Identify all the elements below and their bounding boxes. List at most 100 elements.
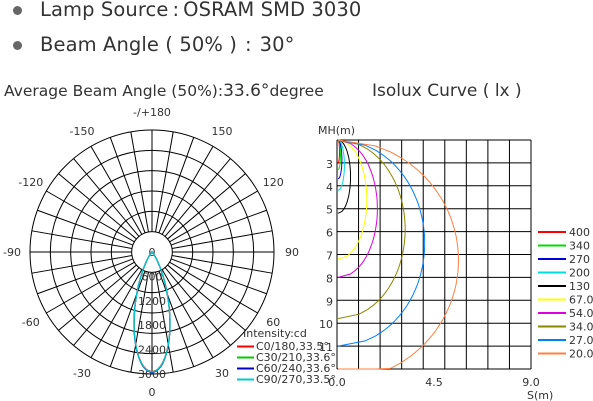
polar-angle-label: 0 [149, 386, 156, 399]
polar-grid-spoke [130, 131, 149, 233]
polar-grid-spoke [161, 269, 214, 358]
isolux-series-curve [337, 139, 406, 320]
polar-grid-spoke [170, 209, 267, 246]
polar-grid-spoke [46, 190, 135, 243]
polar-legend-label: C0/180,33.5° [256, 340, 329, 353]
isolux-y-tick-label: 10 [319, 318, 333, 331]
isolux-x-tick-label: 9.0 [522, 376, 540, 389]
polar-angle-label: 150 [212, 125, 233, 138]
polar-grid-spoke [155, 271, 174, 373]
polar-angle-label: -120 [18, 176, 43, 189]
spec-value: 30° [259, 33, 295, 56]
polar-grid-spoke [90, 269, 143, 358]
polar-angle-label: -/+180 [133, 106, 171, 119]
spec-separator: : [172, 0, 180, 21]
polar-angle-label: -90 [3, 246, 21, 259]
isolux-legend-label: 400 [569, 226, 590, 239]
spec-label: Beam Angle ( 50% ) [40, 33, 237, 56]
polar-grid-spoke [164, 267, 231, 346]
spec-separator: : [244, 33, 252, 56]
isolux-series-curve [338, 139, 460, 370]
isolux-series-curve [337, 139, 340, 164]
isolux-legend-label: 130 [569, 280, 590, 293]
polar-grid-spoke [37, 209, 134, 246]
isolux-series-curve [337, 139, 345, 191]
isolux-legend-label: 34.0 [569, 321, 593, 334]
isolux-y-tick-label: 11 [319, 341, 333, 354]
spec-beam-angle: Beam Angle ( 50% ):30° [40, 33, 295, 56]
isolux-legend-label: 54.0 [569, 307, 593, 320]
isolux-series-curve [338, 139, 426, 347]
polar-grid-spoke [155, 131, 174, 233]
polar-grid-spoke [158, 137, 195, 234]
polar-radial-tick-label: 2400 [138, 344, 166, 357]
polar-grid-spoke [109, 137, 146, 234]
isolux-legend-label: 20.0 [569, 348, 593, 361]
spec-value: OSRAM SMD 3030 [183, 0, 362, 21]
polar-legend-label: C30/210,33.6° [256, 351, 336, 364]
isolux-y-tick-label: 6 [326, 227, 333, 240]
polar-radial-tick-label: 1200 [138, 295, 166, 308]
polar-grid-spoke [109, 270, 146, 367]
isolux-chart-title: Isolux Curve ( lx ) [372, 81, 522, 101]
isolux-y-axis-label: MH(m) [318, 124, 355, 137]
isolux-x-tick-label: 0.0 [328, 376, 346, 389]
polar-title-value: 33.6° [223, 81, 270, 101]
polar-angle-label: -150 [70, 125, 95, 138]
polar-legend-label: C60/240,33.6° [256, 362, 336, 375]
polar-series-curve [133, 251, 171, 373]
polar-grid-spoke [37, 258, 134, 295]
polar-grid-spoke [58, 173, 137, 240]
polar-angle-label: 30 [215, 367, 229, 380]
bullet-icon [13, 41, 22, 50]
polar-unit-label: Intensity:cd [243, 327, 307, 340]
polar-legend-label: C90/270,33.5° [256, 373, 336, 386]
polar-grid-spoke [73, 158, 140, 237]
polar-angle-label: 90 [285, 246, 299, 259]
polar-grid-spoke [170, 258, 267, 295]
polar-grid-spoke [31, 255, 133, 274]
polar-grid-spoke [161, 146, 214, 235]
polar-radial-tick-label: 600 [142, 270, 163, 283]
polar-grid-spoke [164, 158, 231, 237]
polar-grid-spoke [171, 255, 273, 274]
isolux-y-tick-label: 5 [326, 204, 333, 217]
polar-grid-spoke [58, 264, 137, 331]
spec-lamp-source: Lamp Source: OSRAM SMD 3030 [40, 0, 361, 21]
polar-grid-spoke [169, 261, 258, 314]
polar-grid-spoke [90, 146, 143, 235]
isolux-x-tick-label: 4.5 [425, 376, 443, 389]
isolux-series-curve [337, 139, 341, 171]
isolux-y-tick-label: 7 [326, 250, 333, 263]
polar-grid-spoke [171, 230, 273, 249]
polar-grid-spoke [167, 264, 246, 331]
polar-radial-tick-label: 3000 [138, 368, 166, 381]
isolux-y-tick-label: 3 [326, 158, 333, 171]
isolux-y-tick-label: 8 [326, 272, 333, 285]
polar-grid-spoke [73, 267, 140, 346]
polar-angle-label: -30 [73, 367, 91, 380]
isolux-legend-label: 27.0 [569, 334, 593, 347]
polar-chart-title: Average Beam Angle (50%):33.6°degree [4, 81, 324, 101]
polar-grid-spoke [130, 271, 149, 373]
isolux-legend-label: 270 [569, 253, 590, 266]
polar-radial-tick-label: 1800 [138, 319, 166, 332]
isolux-series-curve [337, 139, 351, 214]
bullet-icon [13, 6, 22, 15]
polar-grid-spoke [167, 173, 246, 240]
polar-title-suffix: degree [269, 82, 324, 100]
isolux-grid [336, 139, 532, 370]
polar-title-prefix: Average Beam Angle (50%): [4, 82, 224, 100]
isolux-series-curve [337, 139, 343, 180]
isolux-series-curve [337, 139, 378, 278]
polar-angle-label: -60 [22, 316, 40, 329]
polar-grid-spoke [169, 190, 258, 243]
isolux-legend-label: 200 [569, 267, 590, 280]
isolux-y-tick-label: 9 [326, 295, 333, 308]
polar-grid-spoke [46, 261, 135, 314]
polar-angle-label: 60 [266, 316, 280, 329]
isolux-y-tick-label: 4 [326, 181, 333, 194]
polar-grid-spoke [31, 230, 133, 249]
